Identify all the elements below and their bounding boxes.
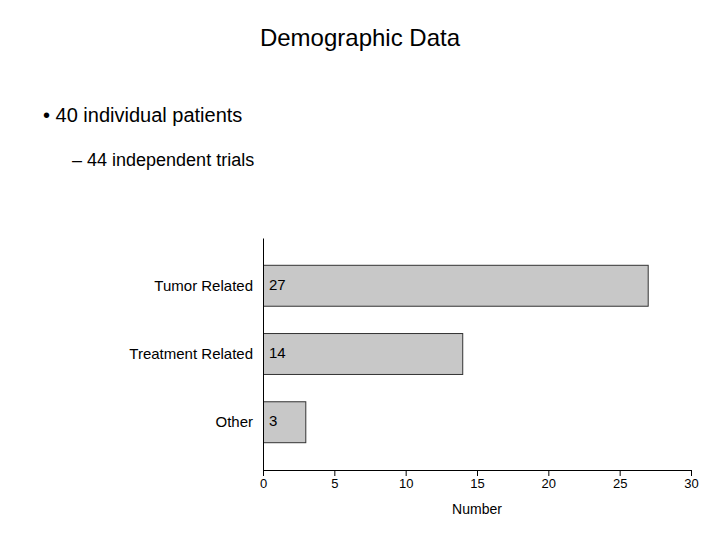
data-label: 3	[269, 412, 277, 429]
tick: 15	[470, 470, 484, 491]
bars	[263, 265, 648, 442]
tick-mark	[406, 470, 407, 476]
data-label: 14	[269, 344, 286, 361]
tick-mark	[263, 470, 264, 476]
tick: 10	[399, 470, 413, 491]
tick-label: 10	[399, 476, 413, 491]
tick-label: 30	[684, 476, 698, 491]
value-axis: 0 5 10 15 20 25 30	[260, 470, 699, 491]
tick: 0	[260, 470, 267, 491]
tick-mark	[548, 470, 549, 476]
category-label: Treatment Related	[129, 345, 253, 362]
tick-label: 5	[331, 476, 338, 491]
chart-svg: Demographic Data • 40 individual patients…	[0, 0, 720, 540]
bar	[263, 265, 648, 306]
tick-label: 20	[542, 476, 556, 491]
tick: Tumor Related	[154, 277, 253, 294]
axis-line	[263, 239, 264, 471]
bar	[263, 334, 463, 375]
data-label: 27	[269, 276, 286, 293]
category-label: Tumor Related	[154, 277, 253, 294]
bar	[263, 402, 306, 443]
annotation: • 40 individual patients	[43, 104, 242, 126]
tick: Other	[215, 413, 253, 430]
tick-mark	[620, 470, 621, 476]
tick-label: 0	[260, 476, 267, 491]
tick-mark	[334, 470, 335, 476]
tick-mark	[691, 470, 692, 476]
axis-title: Number	[452, 501, 502, 517]
data-labels: 3 14 27	[269, 276, 286, 429]
title: Demographic Data	[260, 24, 461, 51]
tick-label: 25	[613, 476, 627, 491]
axis-line	[264, 471, 692, 477]
tick: 25	[613, 470, 627, 491]
tick: 5	[331, 470, 338, 491]
tick: Treatment Related	[129, 345, 253, 362]
tick-label: 15	[470, 476, 484, 491]
annotation: – 44 independent trials	[72, 150, 254, 170]
tick: 20	[542, 470, 556, 491]
category-label: Other	[215, 413, 253, 430]
tick: 30	[684, 470, 698, 491]
tick-mark	[477, 470, 478, 476]
category-axis: Tumor Related Treatment Related Other	[129, 239, 263, 471]
